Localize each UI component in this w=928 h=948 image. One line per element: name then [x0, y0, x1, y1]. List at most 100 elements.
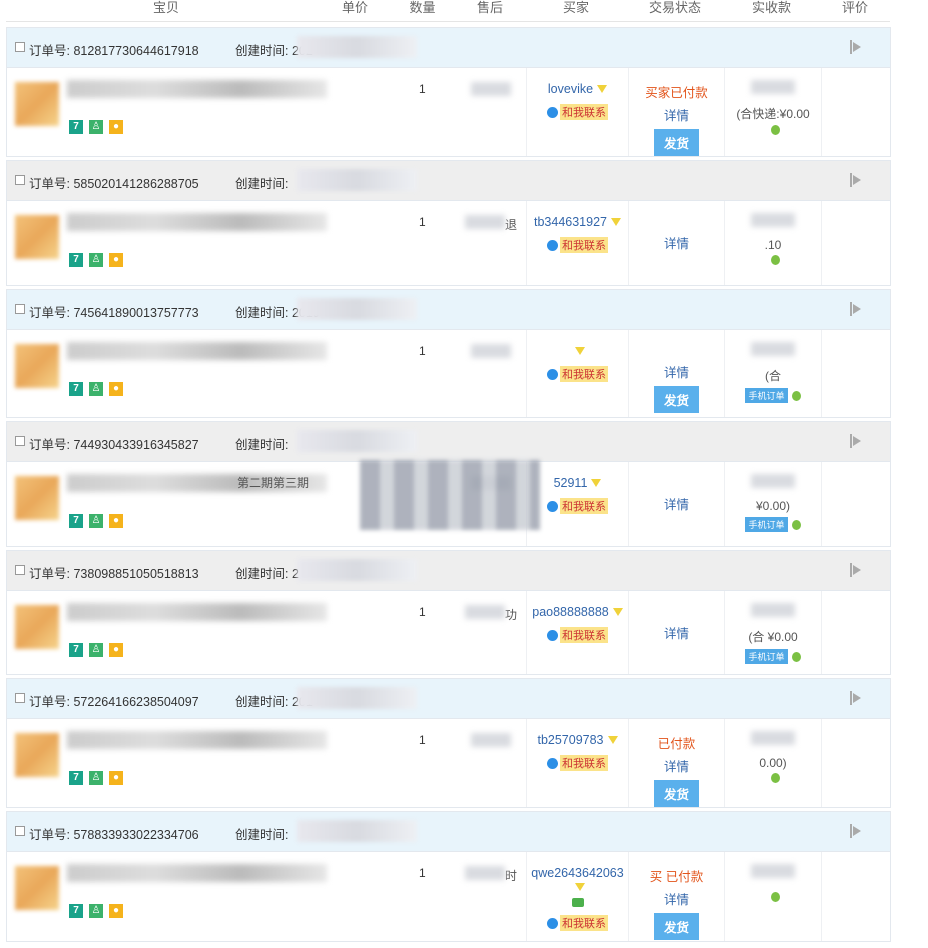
- seven-day-return-icon: 7: [69, 514, 83, 528]
- buyer-name[interactable]: lovevike: [527, 82, 628, 96]
- order-checkbox[interactable]: [15, 175, 25, 185]
- order-number: 订单号: 585020141286288705: [29, 177, 199, 191]
- quantity: 1: [419, 866, 426, 880]
- product-title-blurred[interactable]: [67, 474, 327, 492]
- order-status: 已付款: [657, 737, 696, 751]
- contact-button[interactable]: 和我联系: [547, 915, 608, 931]
- buyer-name[interactable]: tb344631927: [527, 215, 628, 229]
- buyer-name[interactable]: tb25709783: [527, 733, 628, 747]
- detail-link[interactable]: 详情: [663, 109, 689, 123]
- mobile-order-badge: 手机订单: [745, 517, 788, 532]
- detail-link[interactable]: 详情: [663, 627, 689, 641]
- order-number: 订单号: 578833933022334706: [29, 828, 199, 842]
- detail-link[interactable]: 详情: [663, 760, 689, 774]
- column-header: 数量: [409, 0, 436, 15]
- leaf-icon: [770, 254, 780, 265]
- order-checkbox[interactable]: [15, 436, 25, 446]
- buyer-name[interactable]: 52911: [527, 476, 628, 490]
- column-header: 售后: [476, 0, 503, 15]
- product-thumbnail[interactable]: [15, 866, 59, 910]
- detail-link[interactable]: 详情: [663, 237, 689, 251]
- product-thumbnail[interactable]: [15, 82, 59, 126]
- product-title-blurred[interactable]: [67, 213, 327, 231]
- wangwang-icon: [547, 917, 558, 929]
- after-sale: [456, 733, 526, 750]
- flag-icon[interactable]: [850, 691, 862, 705]
- product-title-blurred[interactable]: [67, 603, 327, 621]
- product-thumbnail[interactable]: [15, 215, 59, 259]
- flag-icon[interactable]: [850, 824, 862, 838]
- product-title-blurred[interactable]: [67, 342, 327, 360]
- order-status: 买家已付款: [645, 86, 708, 100]
- contact-button[interactable]: 和我联系: [547, 237, 608, 253]
- wangwang-icon: [547, 239, 558, 251]
- order-header: 订单号: 578833933022334706 创建时间:: [7, 812, 890, 852]
- created-time: 创建时间: 2: [235, 567, 299, 581]
- column-header: 评价: [841, 0, 868, 15]
- product-title-blurred[interactable]: [67, 864, 327, 882]
- ship-button[interactable]: 发货: [653, 129, 699, 156]
- contact-button[interactable]: 和我联系: [547, 755, 608, 771]
- quantity: 1: [419, 82, 426, 96]
- rating-cell: [821, 330, 891, 417]
- contact-button[interactable]: 和我联系: [547, 366, 608, 382]
- flag-icon[interactable]: [850, 173, 862, 187]
- ship-button[interactable]: 发货: [653, 913, 699, 940]
- quantity: 1: [419, 215, 426, 229]
- quantity: 1: [419, 344, 426, 358]
- flag-icon[interactable]: [850, 40, 862, 54]
- product-thumbnail[interactable]: [15, 605, 59, 649]
- flag-icon[interactable]: [850, 434, 862, 448]
- buyer-name[interactable]: [527, 344, 628, 358]
- filter-icon[interactable]: [597, 85, 608, 93]
- order-checkbox[interactable]: [15, 565, 25, 575]
- filter-icon[interactable]: [611, 218, 621, 226]
- amount-received: (合: [765, 369, 781, 383]
- contact-button[interactable]: 和我联系: [547, 498, 608, 514]
- wangwang-icon: [547, 368, 558, 380]
- order-checkbox[interactable]: [15, 826, 25, 836]
- detail-link[interactable]: 详情: [663, 893, 689, 907]
- order-checkbox[interactable]: [15, 42, 25, 52]
- after-sale: 功: [456, 605, 526, 623]
- filter-icon[interactable]: [574, 883, 585, 891]
- order-card: 订单号: 585020141286288705 创建时间: 7 ♙ ● 1 退 tb…: [6, 160, 891, 286]
- wangwang-icon: [547, 500, 558, 512]
- filter-icon[interactable]: [574, 347, 585, 355]
- column-header: 实收款: [751, 0, 791, 15]
- amount-received: (合 ¥0.00: [748, 630, 798, 644]
- blurred-time: [297, 36, 417, 58]
- leaf-icon: [770, 124, 780, 135]
- coin-icon: ●: [109, 771, 123, 785]
- contact-button[interactable]: 和我联系: [547, 627, 608, 643]
- detail-link[interactable]: 详情: [663, 498, 689, 512]
- order-header: 订单号: 745641890013757773 创建时间: 2019: [7, 290, 890, 330]
- flag-icon[interactable]: [850, 302, 862, 316]
- product-title-blurred[interactable]: [67, 731, 327, 749]
- flag-icon[interactable]: [850, 563, 862, 577]
- product-thumbnail[interactable]: [15, 344, 59, 388]
- product-text: 第二期第三期: [237, 476, 310, 490]
- ship-button[interactable]: 发货: [653, 386, 699, 413]
- coin-icon: ●: [109, 643, 123, 657]
- contact-button[interactable]: 和我联系: [547, 104, 608, 120]
- filter-icon[interactable]: [612, 608, 623, 616]
- chat-icon[interactable]: [571, 898, 584, 907]
- product-thumbnail[interactable]: [15, 733, 59, 777]
- filter-icon[interactable]: [607, 736, 618, 744]
- seven-day-return-icon: 7: [69, 643, 83, 657]
- product-thumbnail[interactable]: [15, 476, 59, 520]
- ship-button[interactable]: 发货: [653, 780, 699, 807]
- detail-link[interactable]: 详情: [663, 366, 689, 380]
- product-title-blurred[interactable]: [67, 80, 327, 98]
- seven-day-return-icon: 7: [69, 382, 83, 396]
- order-status: [629, 215, 724, 229]
- created-time: 创建时间:: [235, 438, 289, 452]
- order-checkbox[interactable]: [15, 693, 25, 703]
- quantity: 1: [419, 605, 426, 619]
- order-checkbox[interactable]: [15, 304, 25, 314]
- buyer-name[interactable]: pao88888888: [527, 605, 628, 619]
- filter-icon[interactable]: [591, 479, 602, 487]
- buyer-name[interactable]: qwe2643642063: [527, 866, 628, 894]
- leaf-icon: [770, 772, 780, 783]
